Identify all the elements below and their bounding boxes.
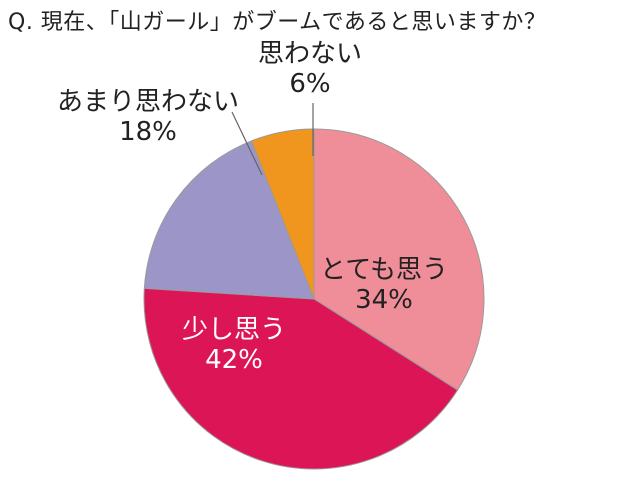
slice-value-label: 42% (205, 345, 263, 375)
slice-category-label: あまり思わない (57, 87, 239, 117)
leader-line (231, 111, 263, 176)
pie-slices (143, 128, 485, 470)
pie-slice (313, 128, 485, 391)
pie-slice (250, 128, 315, 300)
chart-title: Q. 現在、「山ガール」がブームであると思いますか？ (8, 10, 547, 35)
slice-value-label: 34% (355, 285, 413, 315)
slice-category-label: 少し思う (182, 315, 286, 345)
slice-category-label: とても思う (320, 255, 448, 285)
slice-category-label: 思わない (258, 39, 362, 69)
slice-value-label: 18% (119, 117, 177, 147)
pie-slice (143, 140, 315, 300)
leader-lines (231, 103, 314, 176)
pie-slice (143, 287, 459, 470)
slice-value-label: 6% (289, 69, 330, 99)
